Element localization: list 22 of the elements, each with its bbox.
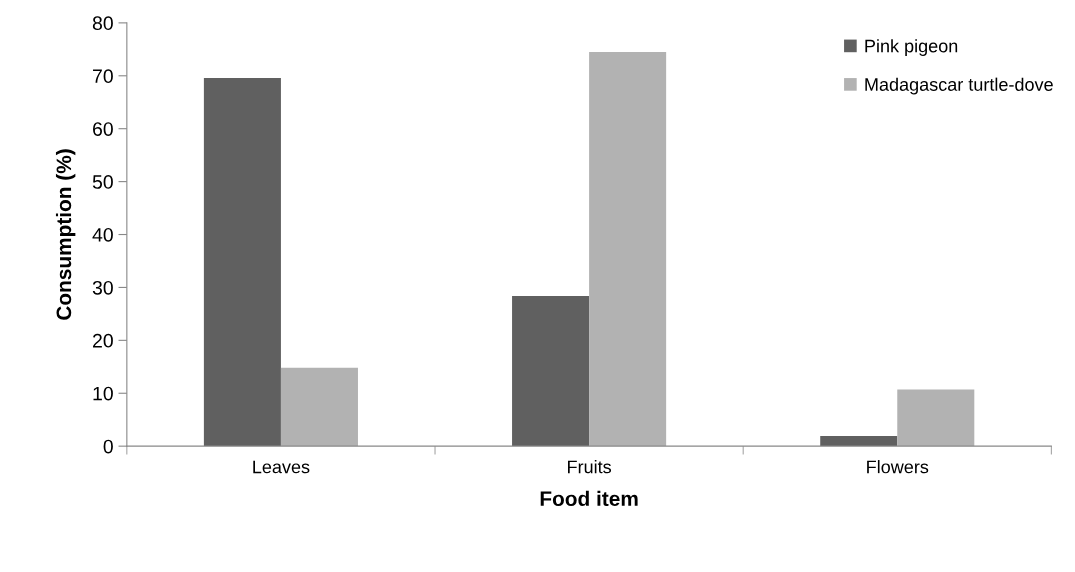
y-tick-label: 0	[103, 439, 113, 454]
x-tick-label: Fruits	[568, 460, 612, 474]
y-tick-label: 20	[93, 333, 113, 348]
y-tick-label: 40	[92, 227, 113, 242]
bar	[589, 51, 667, 447]
bar	[897, 389, 975, 447]
legend-label: Madagascar turtle-dove	[865, 77, 1053, 95]
bar	[203, 77, 281, 447]
y-tick-label: 30	[92, 280, 113, 295]
bar	[512, 295, 590, 447]
x-axis-title: Food item	[540, 490, 638, 507]
y-tick-label: 80	[92, 16, 113, 31]
legend-label: Pink pigeon	[865, 39, 958, 56]
x-tick-label: Leaves	[253, 460, 310, 474]
bar	[280, 367, 358, 447]
y-tick-label: 50	[92, 175, 113, 189]
y-tick-label: 70	[93, 69, 113, 84]
bar	[820, 436, 898, 447]
y-tick-label: 60	[93, 122, 113, 136]
x-tick-label: Flowers	[867, 460, 929, 474]
y-tick-label: 10	[93, 386, 113, 401]
y-axis-title: Consumption (%)	[55, 149, 76, 320]
